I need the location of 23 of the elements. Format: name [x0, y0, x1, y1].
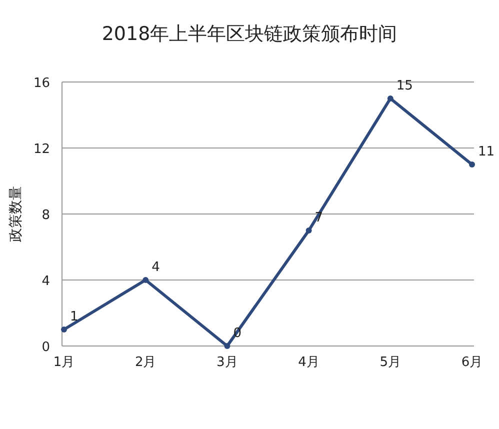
point [224, 343, 230, 349]
data-label: 4 [152, 260, 160, 275]
x-tick-label: 4月 [298, 355, 320, 370]
y-tick-label: 0 [42, 340, 50, 355]
data-label: 11 [478, 144, 495, 160]
y-axis-title: 政策数量 [8, 186, 24, 242]
point [142, 277, 149, 283]
x-tick-label: 5月 [380, 355, 402, 370]
point [306, 228, 312, 234]
y-tick-label: 12 [33, 142, 50, 157]
y-tick-label: 16 [33, 76, 50, 91]
data-label: 15 [396, 78, 413, 94]
y-tick-label: 4 [42, 274, 50, 289]
x-tick-label: 1月 [53, 355, 75, 370]
data-label: 1 [70, 310, 78, 324]
point [61, 326, 67, 332]
x-tick-label: 6月 [461, 355, 483, 370]
point [469, 162, 475, 168]
chart-title: 2018年上半年区块链政策颁布时间 [102, 23, 398, 45]
point [387, 96, 394, 102]
x-tick-label: 2月 [134, 355, 156, 370]
y-tick-label: 8 [42, 208, 50, 223]
x-tick-label: 3月 [216, 355, 238, 370]
